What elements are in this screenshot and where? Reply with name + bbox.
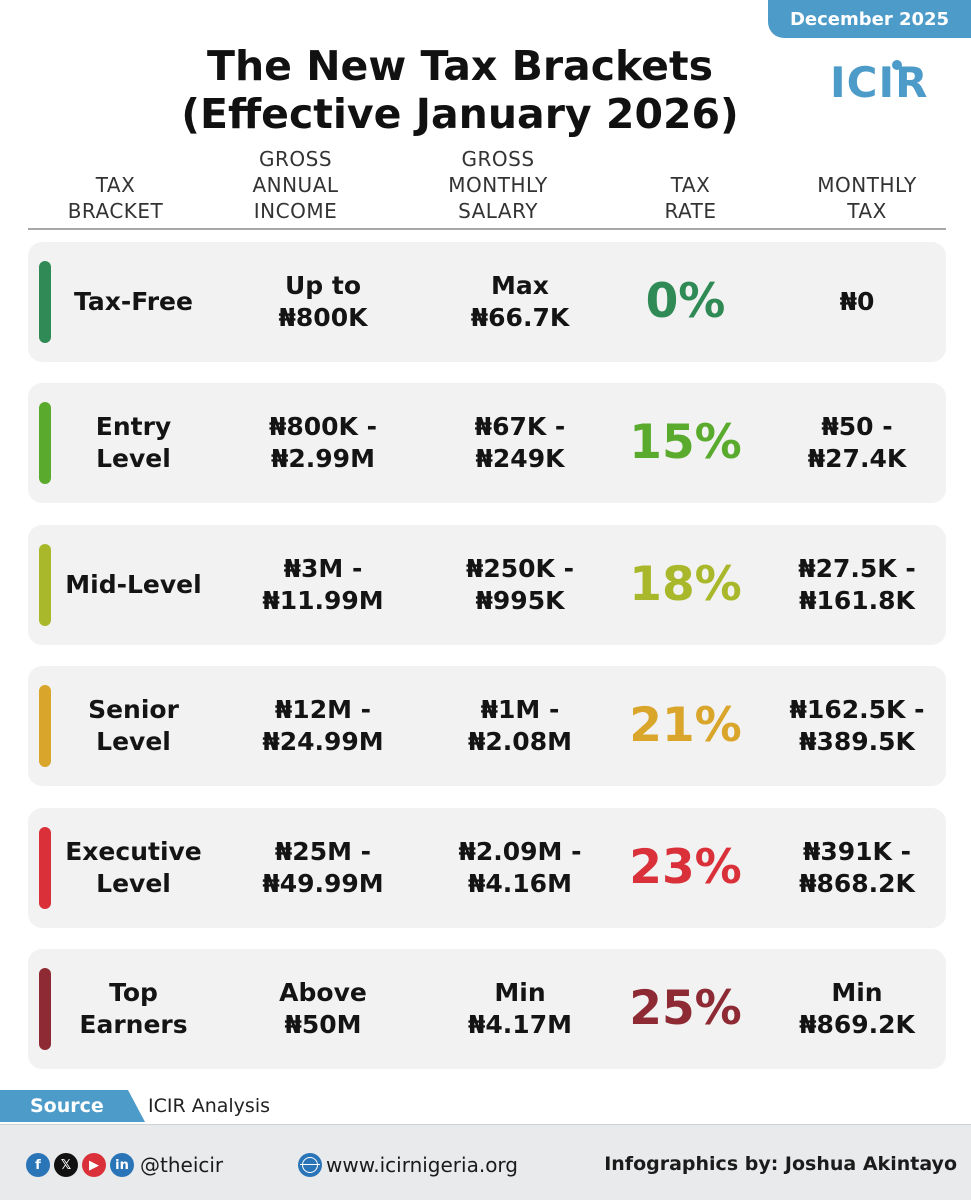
monthly-tax: ₦162.5K - ₦389.5K [789,695,925,756]
source-value: ICIR Analysis [148,1095,270,1117]
tax-rate: 25% [629,981,742,1036]
table-row: Executive Level ₦25M - ₦49.99M ₦2.09M - … [28,808,946,928]
bracket-name: Top Earners [79,978,188,1039]
annual-income: ₦12M - ₦24.99M [262,695,384,756]
website-link[interactable]: www.icirnigeria.org [298,1153,518,1177]
title-line-1: The New Tax Brackets [207,42,713,90]
column-headers: TAX BRACKET GROSS ANNUAL INCOME GROSS MO… [28,147,946,230]
monthly-salary: ₦1M - ₦2.08M [468,695,572,756]
monthly-tax: Min ₦869.2K [799,978,915,1039]
table-row: Mid-Level ₦3M - ₦11.99M ₦250K - ₦995K 18… [28,525,946,645]
monthly-salary: ₦67K - ₦249K [474,412,566,473]
table-row: Entry Level ₦800K - ₦2.99M ₦67K - ₦249K … [28,383,946,503]
annual-income: Up to ₦800K [278,271,368,332]
bracket-name: Tax-Free [74,287,193,316]
title-line-2: (Effective January 2026) [181,90,739,138]
monthly-salary: ₦250K - ₦995K [465,554,575,615]
website-url[interactable]: www.icirnigeria.org [326,1153,519,1177]
annual-income: ₦3M - ₦11.99M [262,554,384,615]
col-header-annual-income: GROSS ANNUAL INCOME [252,147,339,223]
social-handle[interactable]: @theicir [140,1153,224,1177]
facebook-icon[interactable]: f [26,1153,50,1177]
annual-income: ₦25M - ₦49.99M [262,837,384,898]
bracket-name: Executive Level [65,837,202,898]
logo-dot-icon [892,60,902,70]
row-color-bar [39,968,51,1050]
page-title: The New Tax Brackets (Effective January … [60,42,860,138]
source-strip: Source ICIR Analysis [0,1090,971,1122]
table-row: Tax-Free Up to ₦800K Max ₦66.7K 0% ₦0 [28,242,946,362]
monthly-salary: ₦2.09M - ₦4.16M [458,837,582,898]
tax-rate: 0% [645,274,726,329]
annual-income: ₦800K - ₦2.99M [268,412,378,473]
infographic-credit: Infographics by: Joshua Akintayo [604,1153,957,1175]
col-header-monthly-tax: MONTHLY TAX [817,173,917,223]
row-color-bar [39,261,51,343]
col-header-monthly-salary: GROSS MONTHLY SALARY [448,147,548,223]
logo-text: ICIR [830,58,929,107]
bracket-name: Senior Level [88,695,179,756]
annual-income: Above ₦50M [279,978,367,1039]
source-label: Source [0,1090,145,1122]
tax-rate: 18% [629,557,742,612]
tax-rate: 23% [629,840,742,895]
row-color-bar [39,402,51,484]
row-color-bar [39,544,51,626]
footer: f 𝕏 ▶ in @theicir www.icirnigeria.org In… [0,1124,971,1200]
bracket-name: Mid-Level [65,570,202,599]
date-badge: December 2025 [768,0,971,38]
monthly-tax: ₦391K - ₦868.2K [799,837,915,898]
table-row: Top Earners Above ₦50M Min ₦4.17M 25% Mi… [28,949,946,1069]
row-color-bar [39,827,51,909]
col-header-tax-rate: TAX RATE [664,173,717,223]
monthly-salary: Max ₦66.7K [470,271,570,332]
social-links: f 𝕏 ▶ in @theicir [26,1153,223,1177]
table-row: Senior Level ₦12M - ₦24.99M ₦1M - ₦2.08M… [28,666,946,786]
monthly-salary: Min ₦4.17M [468,978,572,1039]
tax-rate: 21% [629,698,742,753]
monthly-tax: ₦50 - ₦27.4K [807,412,907,473]
bracket-name: Entry Level [95,412,172,473]
globe-icon [298,1153,322,1177]
youtube-icon[interactable]: ▶ [82,1153,106,1177]
monthly-tax: ₦27.5K - ₦161.8K [798,554,916,615]
linkedin-icon[interactable]: in [110,1153,134,1177]
col-header-tax-bracket: TAX BRACKET [67,173,164,223]
monthly-tax: ₦0 [839,287,875,316]
icir-logo: ICIR [830,58,928,107]
row-color-bar [39,685,51,767]
tax-rate: 15% [629,415,742,470]
x-icon[interactable]: 𝕏 [54,1153,78,1177]
